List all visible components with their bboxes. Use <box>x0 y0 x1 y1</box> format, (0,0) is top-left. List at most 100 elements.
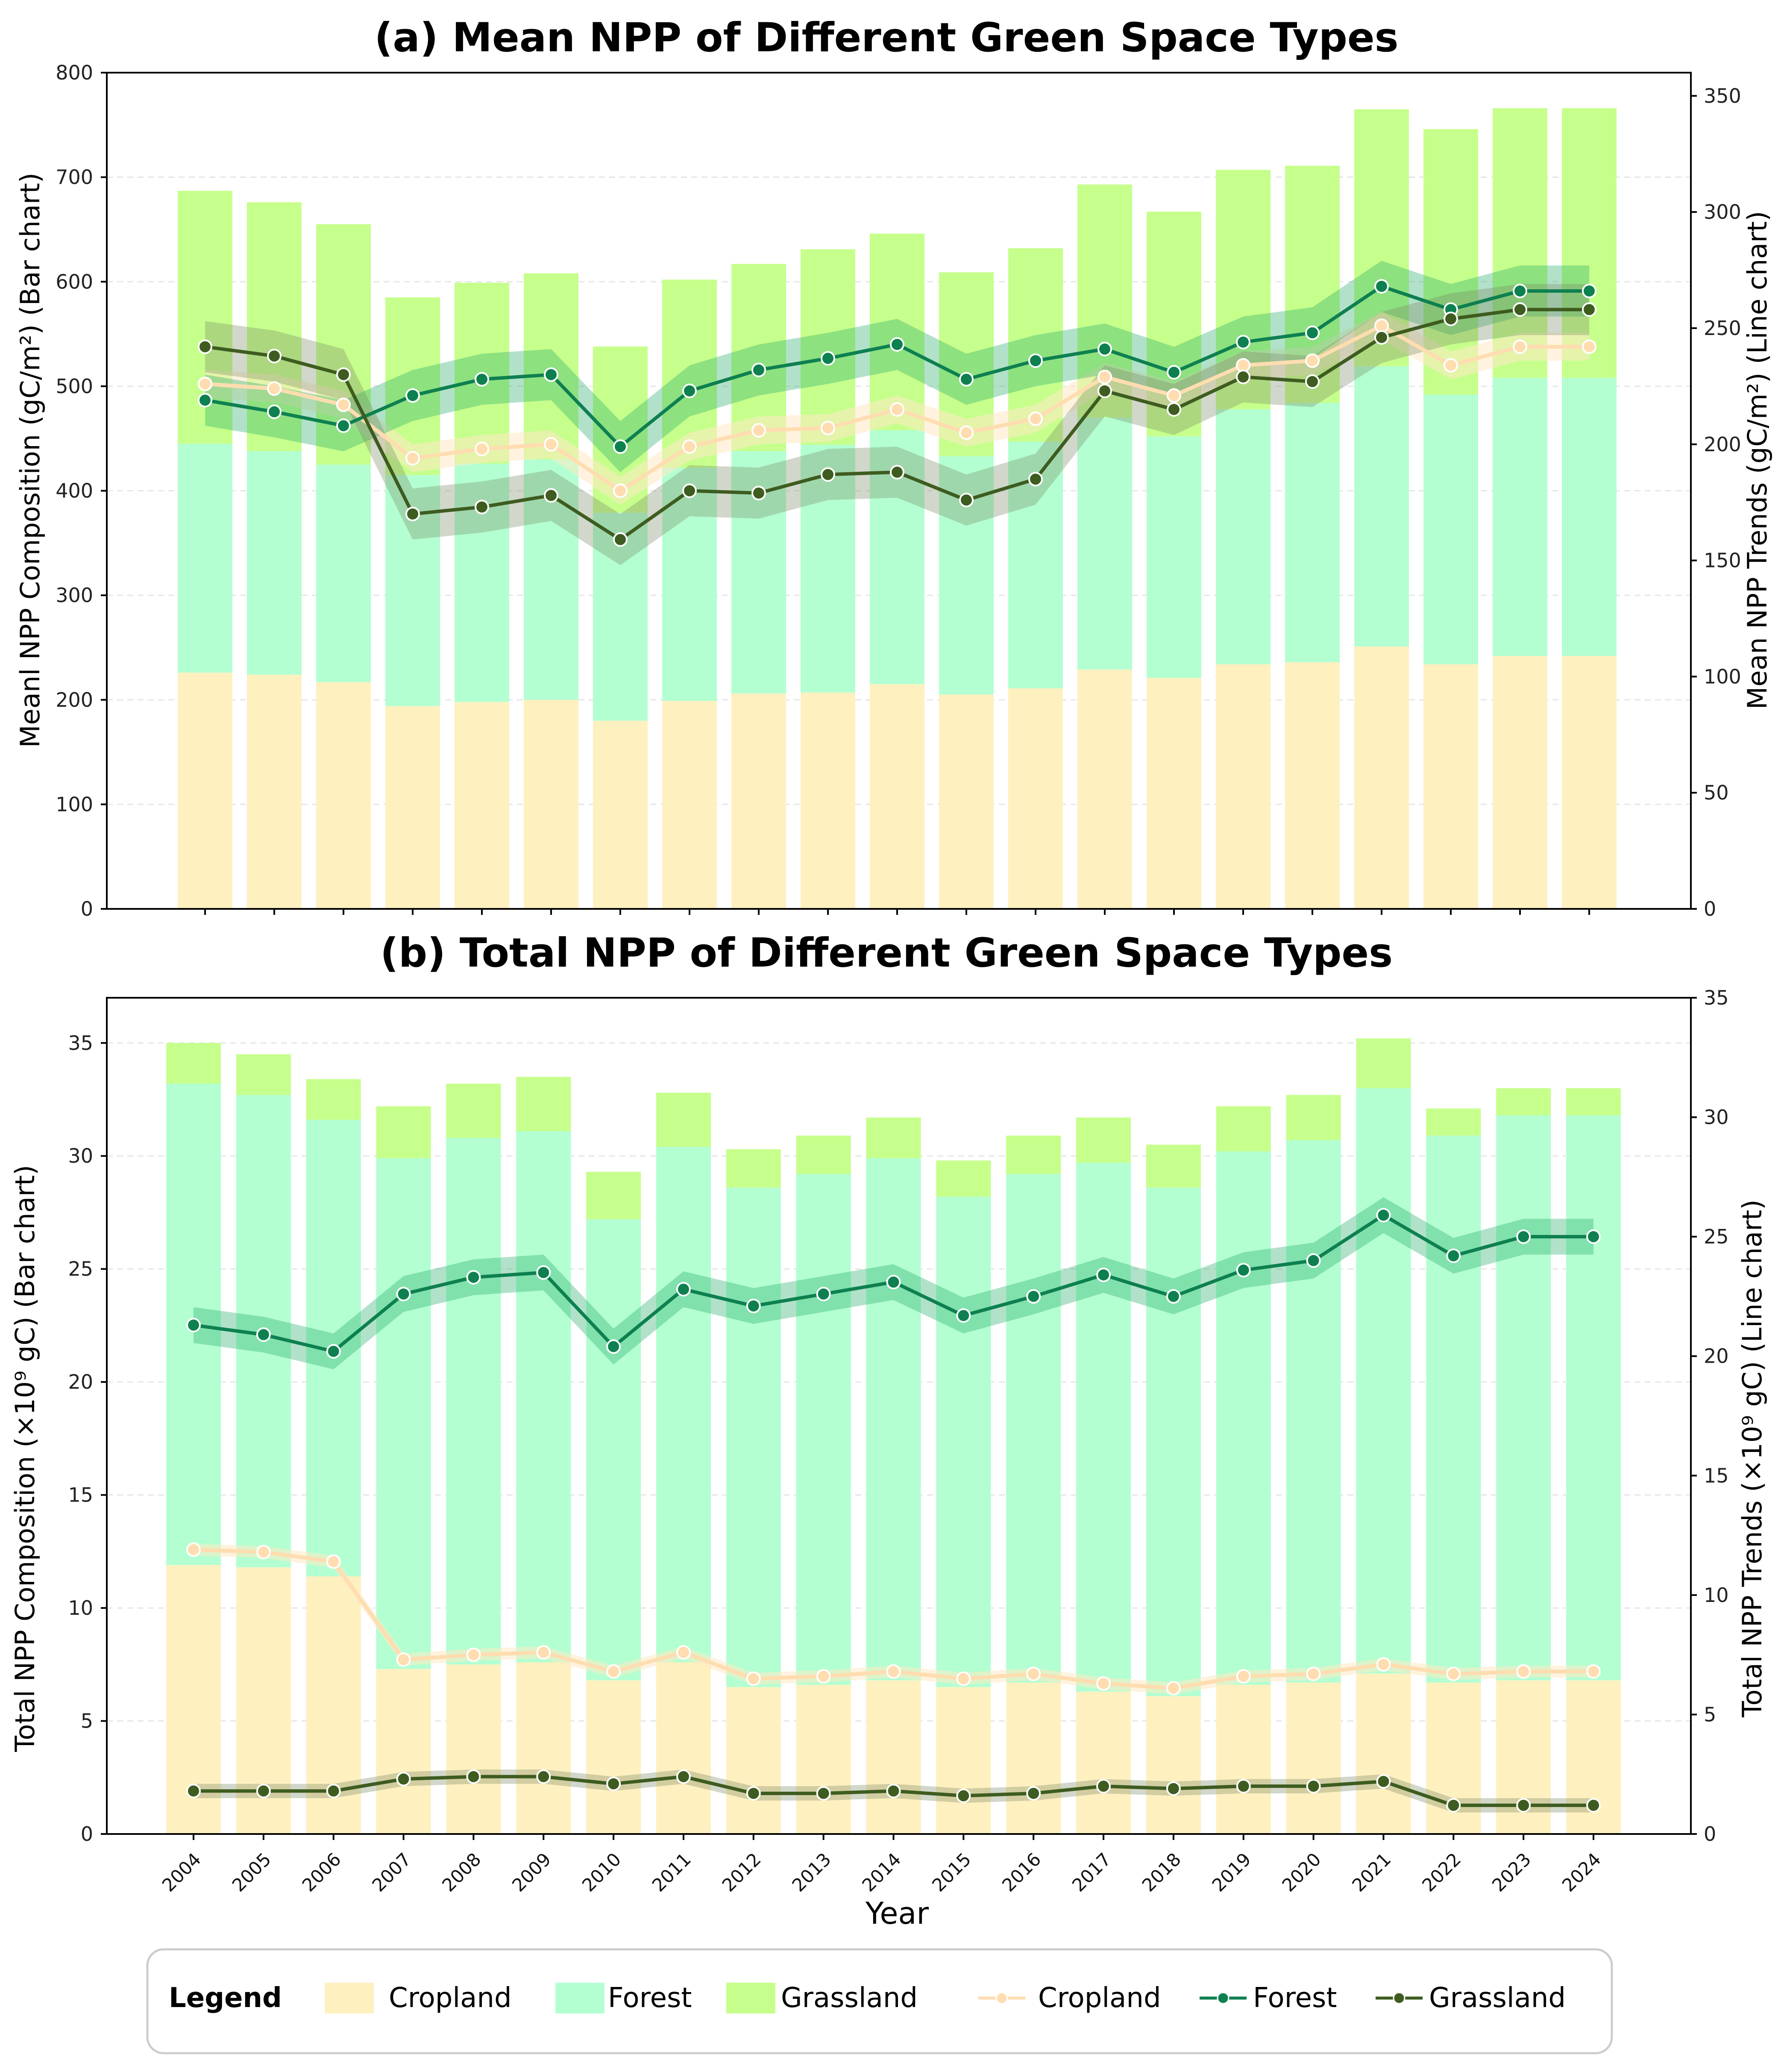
bar-cropland-2018 <box>1146 1696 1201 1834</box>
point-cropland-2010 <box>613 483 628 498</box>
y-tick-label: 800 <box>56 61 93 84</box>
bar-cropland-2023 <box>1493 656 1547 909</box>
point-forest-2019 <box>1236 335 1250 350</box>
bar-forest-2021 <box>1356 1088 1411 1674</box>
point-grassland-2008 <box>466 1769 481 1784</box>
legend: Legend Cropland Forest Grassland Croplan… <box>146 1948 1613 2054</box>
y-tick-label: 700 <box>56 166 93 189</box>
bar-forest-2009 <box>516 1131 571 1663</box>
point-cropland-2008 <box>466 1647 481 1662</box>
y-tick-label: 0 <box>81 1822 93 1846</box>
y-tick-label: 0 <box>81 897 93 920</box>
bar-grassland-2008 <box>446 1083 501 1138</box>
point-cropland-2005 <box>256 1545 271 1560</box>
point-forest-2023 <box>1513 283 1527 298</box>
point-cropland-2020 <box>1305 353 1320 368</box>
point-forest-2019 <box>1236 1263 1251 1278</box>
point-cropland-2020 <box>1306 1666 1321 1681</box>
bar-cropland-2010 <box>586 1680 641 1834</box>
y2-tick-label: 15 <box>1704 1464 1729 1487</box>
point-grassland-2024 <box>1582 302 1596 317</box>
y2-tick-label: 25 <box>1704 1225 1729 1248</box>
point-grassland-2011 <box>676 1769 691 1784</box>
bar-cropland-2013 <box>801 692 855 909</box>
bar-grassland-2012 <box>726 1149 781 1188</box>
bar-cropland-2019 <box>1216 1684 1271 1834</box>
bar-cropland-2015 <box>939 694 994 909</box>
y-tick-label: 5 <box>81 1710 93 1733</box>
point-forest-2008 <box>466 1270 481 1285</box>
panel-a-title: (a) Mean NPP of Different Green Space Ty… <box>374 15 1398 61</box>
point-cropland-2012 <box>746 1671 761 1686</box>
bar-grassland-2009 <box>516 1077 571 1132</box>
bar-forest-2004 <box>178 444 232 673</box>
bar-cropland-2017 <box>1077 669 1132 909</box>
x-tick-label: 2021 <box>1348 1849 1395 1896</box>
x-tick-label: 2024 <box>1558 1849 1605 1896</box>
bar-cropland-2024 <box>1562 656 1617 909</box>
point-grassland-2022 <box>1444 312 1458 326</box>
point-forest-2011 <box>676 1282 691 1297</box>
point-cropland-2017 <box>1097 370 1112 385</box>
point-cropland-2021 <box>1376 1657 1391 1672</box>
x-tick-label: 2018 <box>1138 1849 1185 1896</box>
x-tick-label: 2006 <box>298 1849 345 1896</box>
point-cropland-2022 <box>1444 358 1458 373</box>
bar-cropland-2008 <box>446 1664 501 1834</box>
bar-cropland-2014 <box>866 1680 921 1834</box>
bar-forest-2022 <box>1426 1135 1481 1683</box>
point-cropland-2005 <box>267 381 282 396</box>
panel-a-bars <box>178 108 1617 909</box>
y2-tick-label: 250 <box>1704 317 1741 340</box>
point-forest-2005 <box>256 1327 271 1342</box>
point-cropland-2023 <box>1513 339 1527 354</box>
bar-cropland-2010 <box>593 720 648 909</box>
legend-marker-grassland <box>1393 1992 1406 2004</box>
point-grassland-2009 <box>536 1769 551 1784</box>
bar-grassland-2018 <box>1146 1144 1201 1188</box>
point-cropland-2014 <box>886 1664 901 1679</box>
bar-cropland-2017 <box>1076 1691 1131 1834</box>
point-cropland-2018 <box>1166 1681 1181 1696</box>
point-forest-2011 <box>682 383 697 398</box>
bar-forest-2013 <box>801 444 855 693</box>
y2-tick-label: 10 <box>1704 1584 1729 1607</box>
point-cropland-2015 <box>959 425 974 440</box>
bar-grassland-2010 <box>586 1172 641 1220</box>
legend-label-forest-bar: Forest <box>608 1982 692 2014</box>
point-forest-2009 <box>536 1265 551 1280</box>
x-tick-label: 2005 <box>228 1849 275 1896</box>
y-tick-label: 25 <box>68 1258 93 1281</box>
bar-forest-2017 <box>1076 1163 1131 1692</box>
point-cropland-2022 <box>1446 1666 1461 1681</box>
x-tick-label: 2004 <box>158 1849 205 1896</box>
x-tick-label: 2016 <box>998 1849 1045 1896</box>
bar-forest-2023 <box>1496 1115 1551 1681</box>
bar-forest-2008 <box>446 1137 501 1665</box>
bar-forest-2015 <box>936 1196 991 1687</box>
point-grassland-2012 <box>746 1786 761 1801</box>
legend-label-grassland-line: Grassland <box>1429 1982 1566 2014</box>
point-grassland-2016 <box>1028 472 1043 487</box>
bar-grassland-2014 <box>866 1117 921 1158</box>
bar-grassland-2009 <box>524 273 578 460</box>
point-forest-2007 <box>405 388 420 403</box>
y-tick-label: 20 <box>68 1370 93 1393</box>
point-grassland-2004 <box>186 1784 201 1799</box>
point-grassland-2013 <box>816 1786 831 1801</box>
legend-box <box>146 1948 1613 2054</box>
x-tick-label: 2013 <box>788 1849 835 1896</box>
point-cropland-2012 <box>751 423 766 438</box>
point-cropland-2006 <box>326 1554 341 1569</box>
point-grassland-2019 <box>1236 370 1250 385</box>
y-tick-label: 600 <box>56 270 93 293</box>
bar-grassland-2021 <box>1356 1038 1411 1088</box>
point-cropland-2011 <box>682 439 697 454</box>
bar-cropland-2020 <box>1286 1682 1341 1834</box>
x-tick-label: 2022 <box>1418 1849 1465 1896</box>
point-grassland-2008 <box>475 500 489 514</box>
bar-grassland-2015 <box>936 1160 991 1197</box>
point-forest-2021 <box>1376 1208 1391 1223</box>
point-forest-2005 <box>267 404 282 419</box>
point-grassland-2014 <box>890 465 904 480</box>
